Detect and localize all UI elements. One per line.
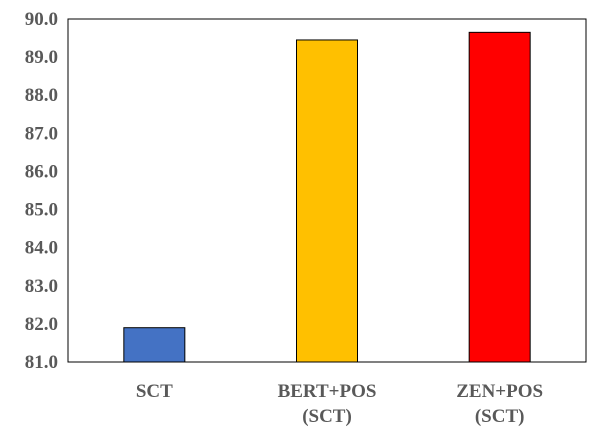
x-category-label: ZEN+POS xyxy=(456,381,543,402)
y-tick-label: 83.0 xyxy=(25,276,58,297)
bar xyxy=(468,31,531,363)
y-axis-ticks: 81.0 82.0 83.0 84.0 85.0 86.0 87.0 88.0 89.0 90.0 xyxy=(25,9,58,373)
y-tick-label: 89.0 xyxy=(25,47,58,68)
x-axis-labels: SCT BERT+POS (SCT) ZEN+POS (SCT) xyxy=(136,381,543,427)
y-tick-label: 82.0 xyxy=(25,314,58,335)
x-category-label: (SCT) xyxy=(475,406,525,427)
bar xyxy=(123,327,186,363)
y-tick-label: 90.0 xyxy=(25,9,58,30)
bars xyxy=(123,31,531,363)
y-tick-label: 84.0 xyxy=(25,238,58,259)
y-tick-label: 87.0 xyxy=(25,123,58,144)
y-tick-label: 86.0 xyxy=(25,161,58,182)
y-tick-label: 88.0 xyxy=(25,85,58,106)
y-tick-label: 85.0 xyxy=(25,200,58,221)
x-category-label: SCT xyxy=(136,381,173,402)
y-tick-label: 81.0 xyxy=(25,352,58,373)
bar xyxy=(296,39,358,363)
x-category-label: BERT+POS xyxy=(278,381,377,402)
x-category-label: (SCT) xyxy=(302,406,352,427)
